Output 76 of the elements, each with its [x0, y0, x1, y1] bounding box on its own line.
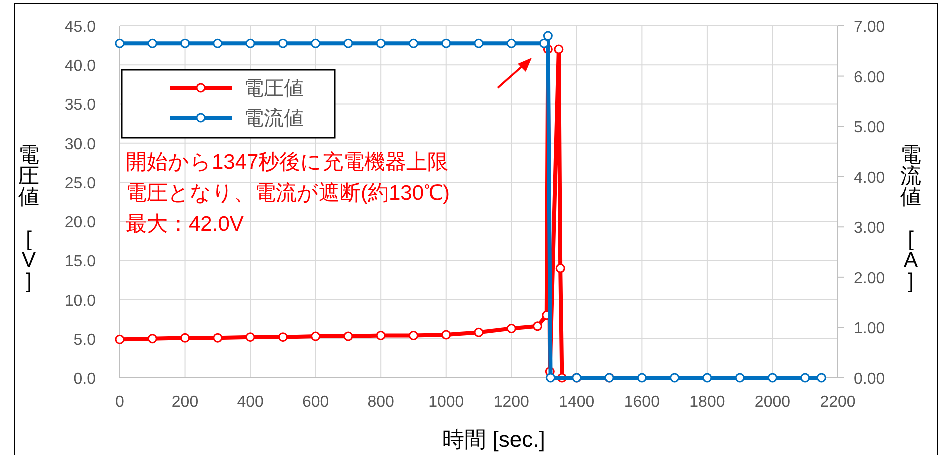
y-tick-label: 45.0 [64, 19, 96, 36]
point [278, 332, 288, 342]
point [311, 332, 321, 342]
x-tick-label: 600 [302, 394, 330, 411]
point [376, 38, 386, 48]
y2-tick-label: 1.00 [854, 320, 886, 338]
legend-label: 電流値 [244, 108, 304, 130]
y-tick-label: 15.0 [64, 254, 96, 271]
annotation: 最大：42.0V [126, 213, 244, 236]
point [554, 44, 564, 54]
y2-tick-label: 0.00 [854, 371, 886, 388]
point [408, 331, 418, 341]
point [506, 38, 516, 48]
x-tick-label: 2200 [820, 394, 856, 411]
point [816, 373, 826, 383]
point [532, 322, 542, 332]
x-tick-label: 1000 [428, 394, 464, 411]
y2-tick-label: 7.00 [854, 19, 886, 36]
y2-tick-label: 4.00 [854, 170, 886, 187]
y2-tick-label: 2.00 [854, 270, 886, 288]
point [506, 324, 516, 334]
point [543, 31, 553, 41]
x-tick-label: 1600 [624, 394, 660, 411]
x-tick-label: 1800 [690, 394, 726, 411]
point [115, 334, 125, 344]
point [246, 332, 256, 342]
y2-tick-label: 5.00 [854, 120, 886, 137]
point [735, 373, 745, 383]
y-tick-label: 20.0 [64, 214, 96, 232]
y-tick-label: 5.0 [74, 332, 96, 349]
y-axis-title: 電圧値 [V] [18, 144, 40, 293]
point [442, 330, 452, 340]
y-tick-label: 35.0 [64, 97, 96, 114]
point [768, 373, 778, 383]
point [278, 38, 288, 48]
point [376, 331, 386, 341]
point [148, 334, 158, 344]
point [702, 373, 712, 383]
x-tick-label: 1200 [494, 394, 530, 411]
x-axis-title: 時間 [sec.] [442, 427, 546, 452]
point [800, 373, 810, 383]
annotation: 電圧となり、電流が遮断(約130℃) [126, 182, 450, 205]
point [311, 38, 321, 48]
point [213, 38, 223, 48]
x-tick-label: 200 [172, 394, 199, 411]
point [180, 38, 190, 48]
annotation: 開始から1347秒後に充電機器上限 [126, 151, 449, 174]
point [180, 333, 190, 343]
y-tick-label: 40.0 [64, 58, 96, 76]
point [670, 373, 680, 383]
point [246, 38, 256, 48]
point [474, 38, 484, 48]
point [115, 38, 125, 48]
x-tick-label: 2000 [754, 394, 791, 411]
point [556, 264, 566, 274]
point [408, 38, 418, 48]
y2-tick-label: 3.00 [854, 220, 886, 238]
y2-axis-title: 電流値 [A] [900, 144, 922, 293]
point [344, 332, 354, 342]
x-tick-label: 1400 [559, 394, 595, 411]
y-tick-label: 10.0 [64, 292, 96, 310]
point [474, 328, 484, 338]
y2-tick-label: 6.00 [854, 69, 886, 86]
y-tick-label: 25.0 [64, 175, 96, 192]
legend-label: 電圧値 [244, 78, 304, 100]
x-tick-label: 0 [116, 394, 125, 411]
point [148, 38, 158, 48]
x-tick-label: 800 [368, 394, 395, 411]
point [213, 333, 223, 343]
point [344, 38, 354, 48]
y-tick-label: 0.0 [74, 371, 96, 388]
y-tick-label: 30.0 [64, 136, 96, 154]
point [546, 373, 556, 383]
x-tick-label: 400 [237, 394, 264, 411]
point [637, 373, 647, 383]
point [442, 38, 452, 48]
